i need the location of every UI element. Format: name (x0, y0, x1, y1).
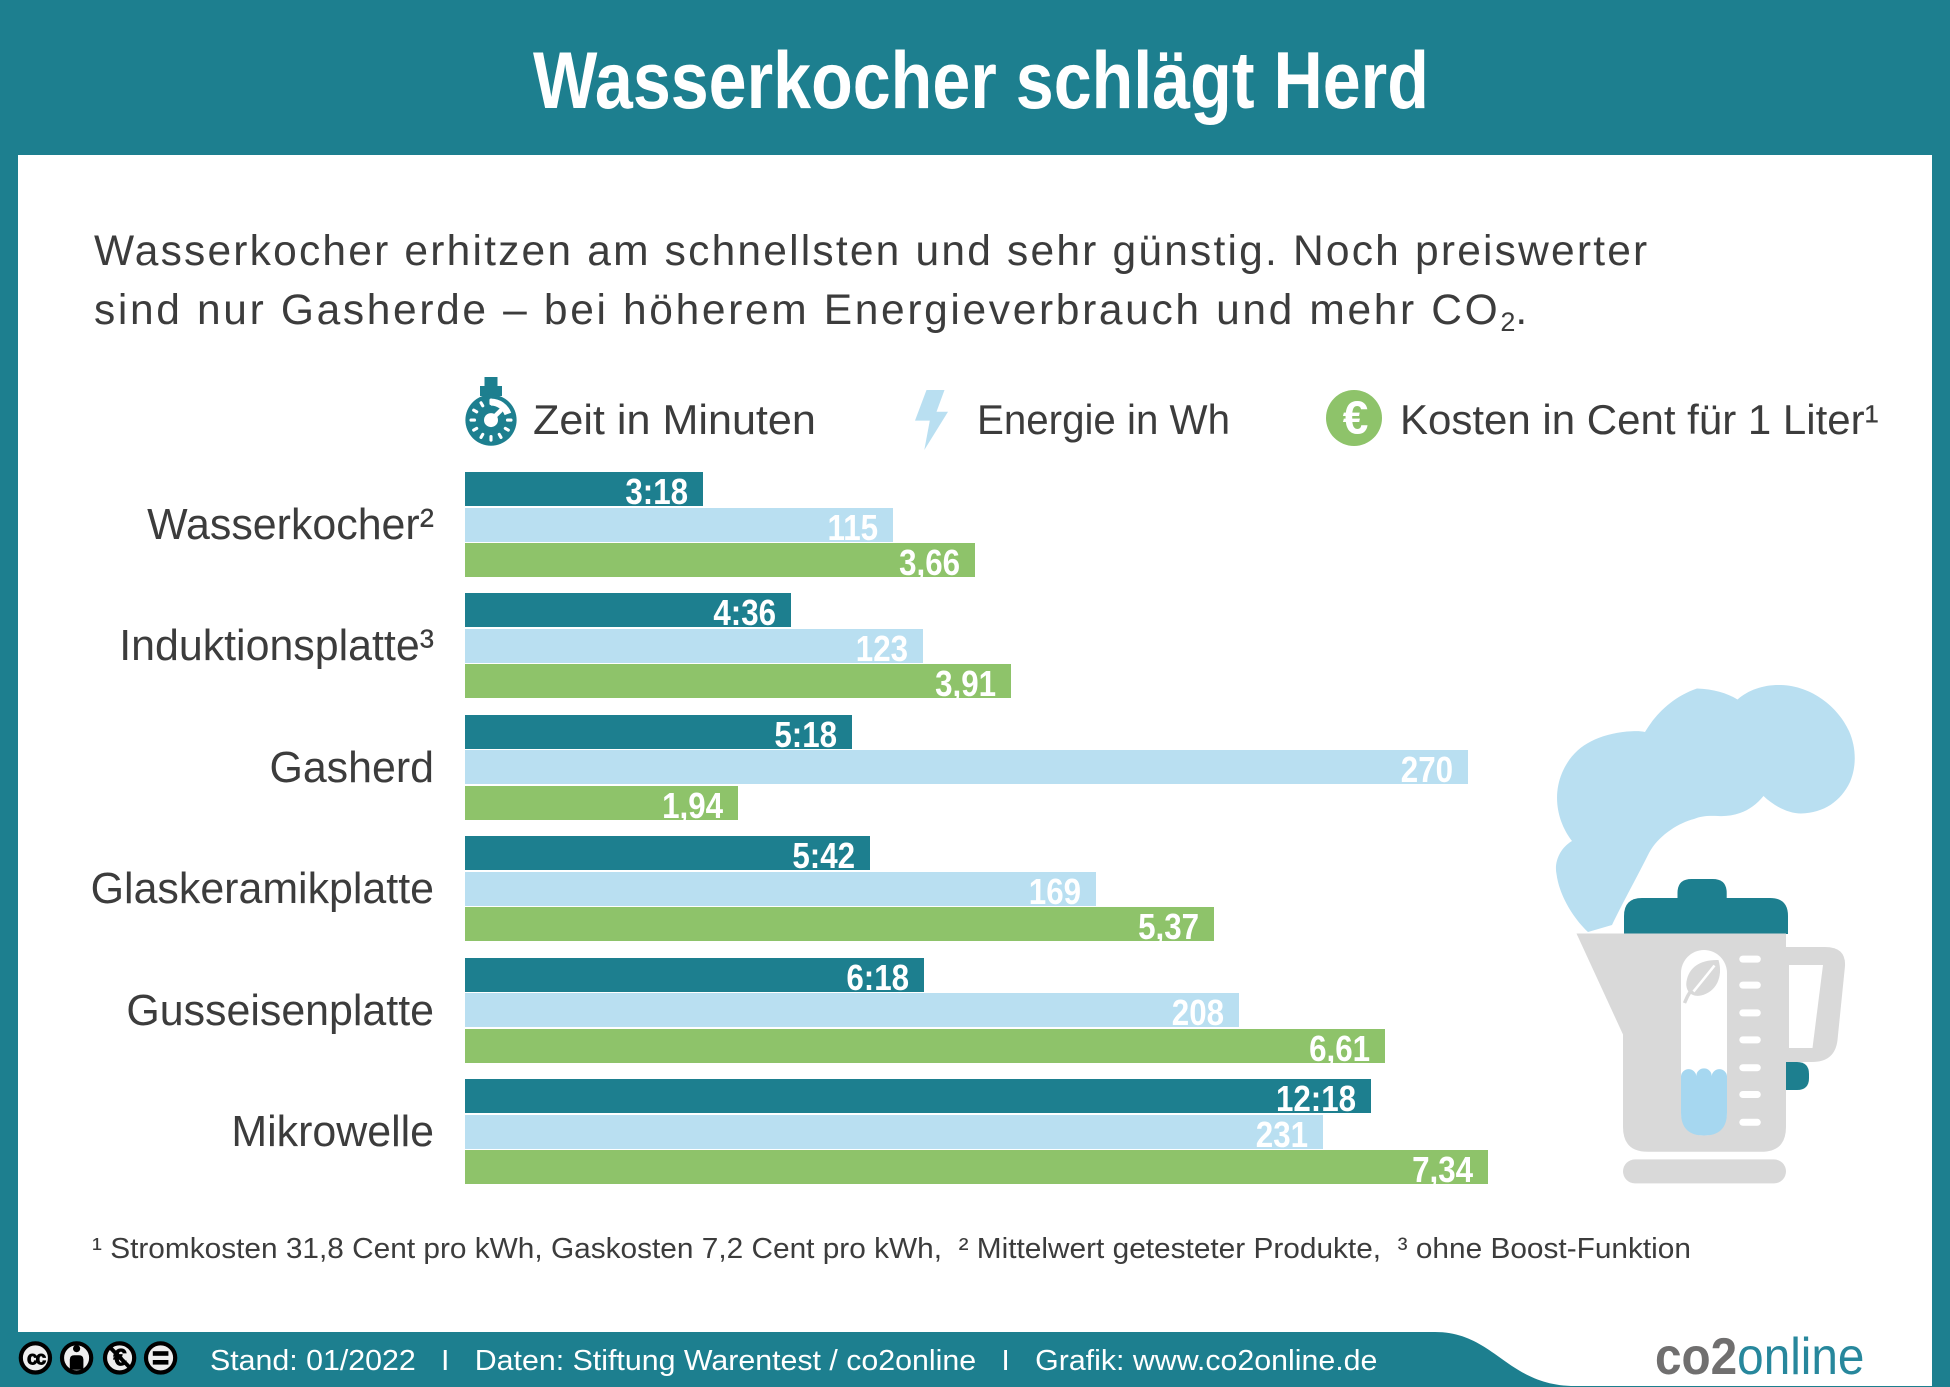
svg-text:€: € (1343, 392, 1369, 444)
svg-text:cc: cc (27, 1348, 47, 1369)
